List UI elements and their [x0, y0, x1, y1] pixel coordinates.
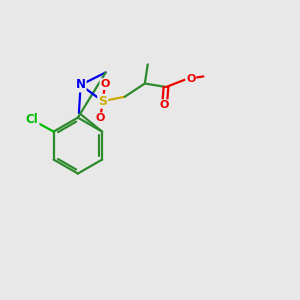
Text: O: O: [100, 79, 110, 89]
Text: N: N: [76, 79, 85, 92]
Text: O: O: [186, 74, 195, 84]
Text: O: O: [160, 100, 169, 110]
Text: S: S: [98, 95, 107, 108]
Text: O: O: [96, 113, 105, 123]
Text: Cl: Cl: [26, 113, 38, 126]
